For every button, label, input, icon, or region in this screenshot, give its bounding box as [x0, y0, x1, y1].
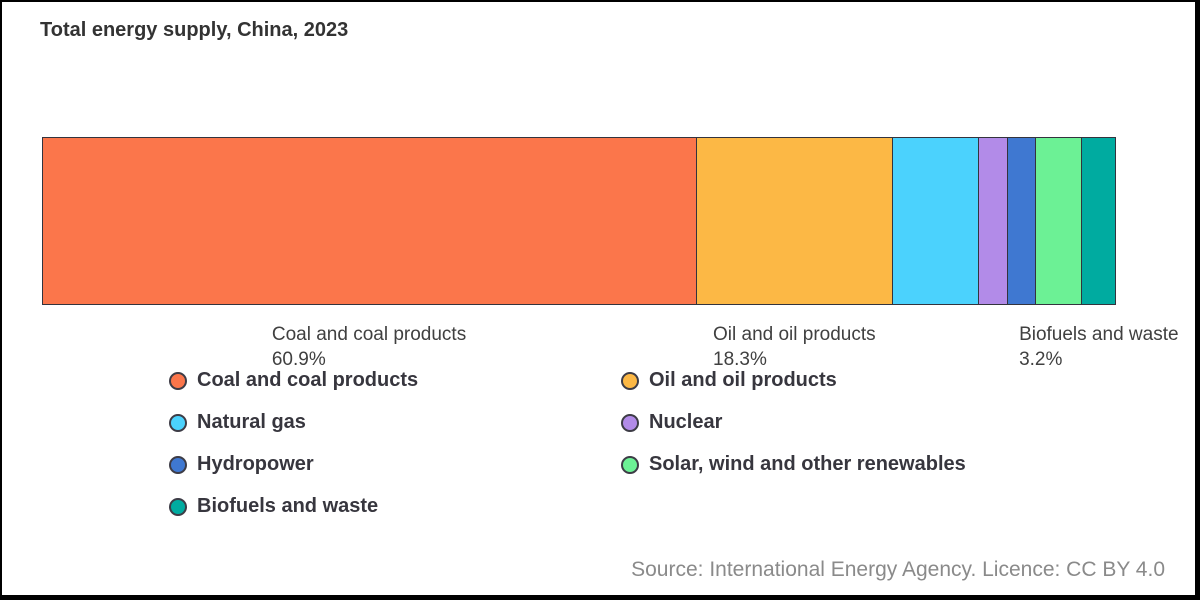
- legend-item-label: Nuclear: [649, 411, 723, 433]
- chart-title: Total energy supply, China, 2023: [40, 19, 349, 41]
- legend-item-label: Coal and coal products: [197, 369, 419, 391]
- bar-segment-natural-gas[interactable]: [892, 138, 978, 304]
- source-attribution: Source: International Energy Agency. Lic…: [631, 558, 1165, 581]
- legend-color-dot-nuclear: [621, 413, 639, 432]
- bar-segment-solar-wind-and-other-renewables[interactable]: [1034, 138, 1081, 304]
- segment-label-pct: 3.2%: [1019, 349, 1063, 370]
- legend-color-dot-biofuels-and-waste: [169, 497, 187, 516]
- legend-item-coal-and-coal-products[interactable]: Coal and coal products: [169, 369, 419, 391]
- bar-segment-oil-and-oil-products[interactable]: [695, 138, 893, 304]
- stacked-bar: [42, 137, 1116, 305]
- legend-item-label: Biofuels and waste: [197, 495, 379, 517]
- legend-item-oil-and-oil-products[interactable]: Oil and oil products: [621, 369, 966, 391]
- bar-segment-coal-and-coal-products[interactable]: [43, 138, 696, 304]
- legend-item-solar-wind-and-other-renewables[interactable]: Solar, wind and other renewables: [621, 453, 966, 475]
- legend-item-label: Natural gas: [197, 411, 306, 433]
- segment-label-biofuels-and-waste: Biofuels and waste 3.2%: [1019, 322, 1179, 372]
- legend-column-2: Oil and oil products Nuclear Solar, wind a…: [621, 369, 966, 475]
- legend-item-label: Hydropower: [197, 453, 314, 475]
- legend-color-dot-hydropower: [169, 455, 187, 474]
- legend-item-natural-gas[interactable]: Natural gas: [169, 411, 418, 433]
- legend-color-dot-coal-and-coal-products: [169, 371, 187, 390]
- legend-item-hydropower[interactable]: Hydropower: [169, 453, 418, 475]
- legend-color-dot-natural-gas: [169, 413, 187, 432]
- segment-label-name: Biofuels and waste: [1019, 324, 1179, 345]
- bar-segment-hydropower[interactable]: [1006, 138, 1035, 304]
- segment-label-pct: 60.9%: [271, 349, 326, 370]
- legend-item-biofuels-and-waste[interactable]: Biofuels and waste: [169, 495, 418, 517]
- bar-segment-biofuels-and-waste[interactable]: [1080, 138, 1115, 304]
- legend-item-nuclear[interactable]: Nuclear: [621, 411, 966, 433]
- segment-label-oil-and-oil-products: Oil and oil products 18.3%: [713, 322, 876, 372]
- segment-label-coal-and-coal-products: Coal and coal products 60.9%: [272, 322, 466, 372]
- segment-label-pct: 18.3%: [713, 349, 767, 370]
- legend-column-1: Coal and coal products Natural gas Hydropo…: [169, 369, 419, 517]
- legend-color-dot-solar-wind-and-other-renewables: [621, 455, 639, 474]
- bar-segment-nuclear[interactable]: [977, 138, 1007, 304]
- legend-color-dot-oil-and-oil-products: [621, 371, 639, 390]
- segment-label-name: Coal and coal products: [271, 324, 467, 345]
- segment-label-name: Oil and oil products: [713, 324, 876, 345]
- legend-item-label: Solar, wind and other renewables: [649, 453, 966, 475]
- legend-item-label: Oil and oil products: [649, 369, 837, 391]
